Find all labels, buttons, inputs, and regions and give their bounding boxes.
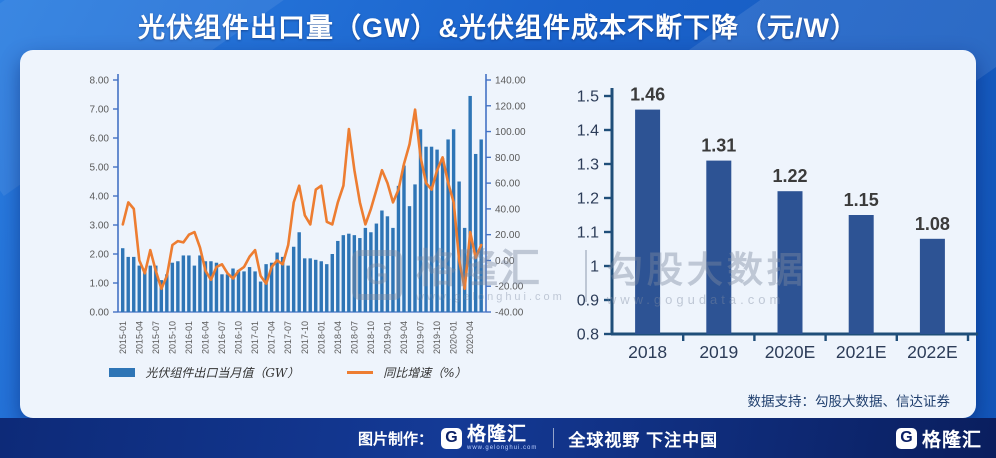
footer-divider	[553, 428, 555, 448]
gelonghui-g-icon: G	[895, 427, 917, 449]
svg-text:1: 1	[590, 259, 599, 276]
svg-text:1.1: 1.1	[577, 225, 599, 242]
svg-text:4.00: 4.00	[90, 192, 110, 203]
svg-text:1.08: 1.08	[915, 214, 950, 234]
svg-text:2019: 2019	[699, 342, 738, 362]
svg-text:2016-10: 2016-10	[234, 321, 244, 354]
data-source-note: 数据支持：勾股大数据、信达证券	[747, 394, 951, 410]
svg-text:20.00: 20.00	[495, 230, 520, 241]
legend-bar-swatch	[109, 368, 136, 377]
svg-text:2015-04: 2015-04	[134, 321, 144, 354]
svg-text:2016-04: 2016-04	[200, 321, 210, 354]
svg-text:140.00: 140.00	[495, 76, 526, 87]
svg-text:100.00: 100.00	[495, 127, 526, 138]
svg-text:2017-01: 2017-01	[250, 321, 260, 354]
svg-text:5.00: 5.00	[90, 163, 110, 174]
left-chart-axes: 8.00 7.00 6.00 5.00 4.00 3.00 2.00 1.00 0.00 140.…	[90, 74, 526, 319]
svg-text:-20.00: -20.00	[495, 282, 524, 293]
legend-bar-label: 光伏组件出口当月值（GW）	[145, 366, 300, 380]
svg-text:2020E: 2020E	[765, 342, 816, 362]
export-volume-chart: 8.00 7.00 6.00 5.00 4.00 3.00 2.00 1.00 0.00 140.…	[42, 64, 534, 404]
svg-text:1.2: 1.2	[577, 191, 599, 208]
svg-text:-40.00: -40.00	[495, 308, 524, 319]
svg-text:2020-01: 2020-01	[449, 321, 459, 354]
footer: 图片制作： G 格隆汇 www.gelonghui.com 全球视野 下注中国 …	[0, 418, 996, 458]
svg-text:80.00: 80.00	[495, 153, 520, 164]
page-title: 光伏组件出口量（GW）&光伏组件成本不断下降（元/W）	[138, 12, 858, 43]
made-by-label: 图片制作：	[358, 430, 434, 448]
svg-text:2017-10: 2017-10	[300, 321, 310, 354]
svg-text:2018: 2018	[628, 342, 667, 362]
svg-text:2016-07: 2016-07	[217, 321, 227, 354]
svg-text:2016-01: 2016-01	[184, 321, 194, 354]
svg-text:1.00: 1.00	[90, 279, 110, 290]
chart-card: 8.00 7.00 6.00 5.00 4.00 3.00 2.00 1.00 0.00 140.…	[20, 50, 978, 418]
export-volume-plot: 8.00 7.00 6.00 5.00 4.00 3.00 2.00 1.00 0.00 140.…	[90, 74, 526, 354]
module-cost-chart: 1.5 1.4 1.3 1.2 1.1 1 0.9 0.8 1.46 2018 1.31 2019 1.…	[542, 74, 982, 394]
svg-text:0.00: 0.00	[90, 308, 110, 319]
svg-text:2022E: 2022E	[907, 342, 958, 362]
svg-text:2018-07: 2018-07	[349, 321, 359, 354]
legend-line-swatch	[347, 371, 374, 374]
gelonghui-logo: G 格隆汇 www.gelonghui.com	[441, 425, 537, 451]
svg-text:0.8: 0.8	[577, 327, 599, 344]
svg-text:2015-01: 2015-01	[118, 321, 128, 354]
svg-text:2019-07: 2019-07	[416, 321, 426, 354]
svg-text:2019-01: 2019-01	[382, 321, 392, 354]
svg-text:1.5: 1.5	[577, 89, 599, 106]
svg-text:2018-10: 2018-10	[366, 321, 376, 354]
growth-line	[121, 108, 483, 291]
gelonghui-url: www.gelonghui.com	[467, 445, 538, 451]
legend-line-label: 同比增速（%）	[383, 366, 467, 380]
svg-text:2019-10: 2019-10	[432, 321, 442, 354]
svg-text:8.00: 8.00	[90, 76, 110, 87]
x-axis-labels: 2015-01 2015-04 2015-07 2015-10 2016-01 2016-…	[118, 321, 475, 354]
svg-text:1.22: 1.22	[772, 166, 807, 186]
svg-text:2019-04: 2019-04	[399, 321, 409, 354]
svg-text:1.3: 1.3	[577, 157, 599, 174]
svg-text:7.00: 7.00	[90, 105, 110, 116]
gelonghui-g-icon: G	[441, 427, 463, 449]
svg-text:2.00: 2.00	[90, 250, 110, 261]
svg-text:2015-07: 2015-07	[151, 321, 161, 354]
svg-text:1.15: 1.15	[844, 190, 879, 210]
svg-text:60.00: 60.00	[495, 179, 520, 190]
svg-text:2017-04: 2017-04	[267, 321, 277, 354]
svg-text:2020-04: 2020-04	[465, 321, 475, 354]
svg-text:2015-10: 2015-10	[167, 321, 177, 354]
legend: 光伏组件出口当月值（GW） 同比增速（%）	[42, 364, 534, 381]
svg-text:2018-04: 2018-04	[333, 321, 343, 354]
svg-text:0.00: 0.00	[495, 256, 515, 267]
gelonghui-brand-text: 格隆汇	[921, 429, 982, 451]
svg-text:1.46: 1.46	[630, 85, 665, 105]
footer-slogan: 全球视野 下注中国	[568, 430, 719, 450]
svg-text:3.00: 3.00	[90, 221, 110, 232]
cost-bars: 1.46 2018 1.31 2019 1.22 2020E 1.15 2021E 1.08 20…	[628, 85, 958, 362]
title-banner: 光伏组件出口量（GW）&光伏组件成本不断下降（元/W）	[0, 0, 996, 50]
svg-text:2018-01: 2018-01	[316, 321, 326, 354]
module-cost-plot: 1.51.41.31.21.110.90.81.4620181.3120191.…	[577, 85, 978, 362]
svg-text:0.9: 0.9	[577, 293, 599, 310]
gelonghui-logo-right: G 格隆汇	[895, 425, 982, 452]
svg-text:1.31: 1.31	[701, 136, 736, 156]
gelonghui-brand-text: 格隆汇	[467, 424, 528, 445]
svg-text:120.00: 120.00	[495, 101, 526, 112]
svg-text:1.4: 1.4	[577, 123, 599, 140]
svg-text:2021E: 2021E	[836, 342, 887, 362]
cost-chart-axes: 1.5 1.4 1.3 1.2 1.1 1 0.9 0.8	[577, 88, 978, 344]
svg-text:6.00: 6.00	[90, 134, 110, 145]
svg-text:40.00: 40.00	[495, 204, 520, 215]
export-bars	[120, 95, 483, 312]
svg-text:2017-07: 2017-07	[283, 321, 293, 354]
